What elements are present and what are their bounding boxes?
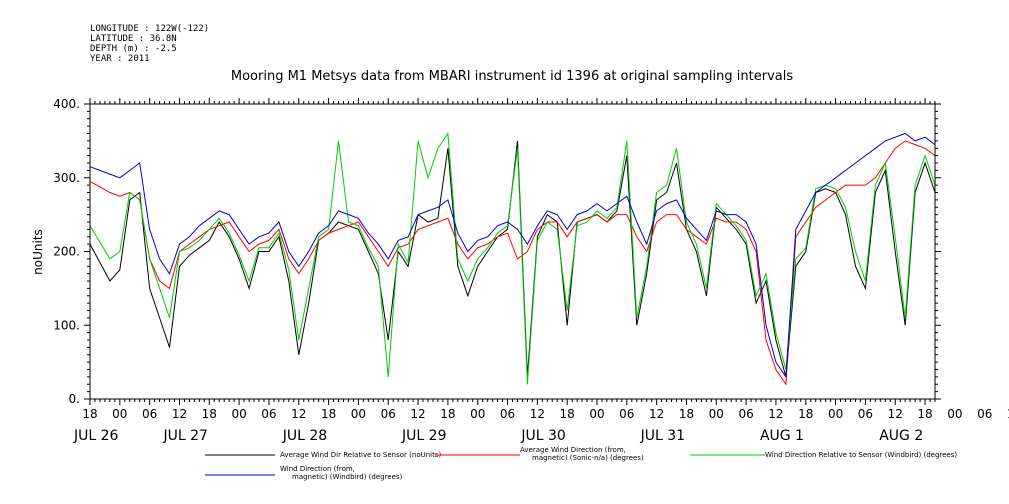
x-hour-label: 00 [112,407,127,421]
x-hour-label: 06 [619,407,634,421]
series-line-4 [89,132,936,379]
x-hour-label: 12 [649,407,664,421]
metadata-block: LONGITUDE : 122W(-122) LATITUDE : 36.8N … [90,24,209,64]
x-hour-label: 12 [172,407,187,421]
series-layer [89,132,936,386]
x-hour-label: 00 [828,407,843,421]
x-day-label: JUL 27 [162,428,207,444]
x-hour-label: 18 [798,407,813,421]
plot-frame [89,103,936,400]
series-line-2 [89,140,936,386]
y-tick-label: 400. [53,97,80,111]
x-day-label: JUL 31 [640,428,685,444]
meta-line-latitude: LATITUDE : 36.8N [90,34,177,44]
x-day-label: AUG 1 [760,428,804,444]
y-tick-label: 100. [53,318,80,332]
series-line-1 [89,140,936,378]
axes-layer: 18 00 06 12 18 00 06 12 18 00 06 12 18 00 06 12 18 00 06 12… [53,97,1009,444]
series-line-3 [89,132,936,385]
x-hour-label: 06 [500,407,515,421]
x-hour-label: 18 [82,407,97,421]
y-tick-label: 200. [53,245,80,259]
x-hour-label: 06 [738,407,753,421]
x-day-label: JUL 29 [401,428,446,444]
x-hour-label: 00 [351,407,366,421]
x-hour-label: 06 [977,407,992,421]
y-axis-label: noUnits [31,229,45,275]
x-hour-label: 12 [291,407,306,421]
legend-label-line: Wind Direction (from, [280,465,355,473]
meta-line-year: YEAR : 2011 [90,54,150,64]
y-tick-label: 300. [53,171,80,185]
x-hour-label: 18 [917,407,932,421]
legend-label-line: magnetic) (Sonic-n/a) (degrees) [532,454,644,462]
legend: Average Wind Dir Relative to Sensor (noU… [205,446,957,481]
x-hour-label: 06 [858,407,873,421]
y-tick-label: 0. [69,392,80,406]
legend-label-4: Wind Direction (from, magnetic) (Windbird… [280,465,403,481]
chart-title: Mooring M1 Metsys data from MBARI instru… [231,69,793,84]
legend-label-1: Average Wind Dir Relative to Sensor (noU… [280,451,441,459]
x-hour-label: 12 [888,407,903,421]
x-hour-label: 12 [530,407,545,421]
meta-line-depth: DEPTH (m) : -2.5 [90,44,177,54]
x-day-label: JUL 28 [282,428,327,444]
x-day-label: JUL 26 [73,428,119,444]
x-hour-label: 12 [410,407,425,421]
x-hour-label: 18 [321,407,336,421]
x-hour-label: 06 [381,407,396,421]
x-day-label: AUG 2 [879,428,923,444]
x-hour-label: 18 [202,407,217,421]
x-hour-label: 12 [768,407,783,421]
x-hour-label: 06 [142,407,157,421]
x-hour-label: 00 [709,407,724,421]
x-hour-label: 06 [261,407,276,421]
x-hour-label: 00 [470,407,485,421]
x-hour-label: 18 [560,407,575,421]
x-hour-label: 00 [947,407,962,421]
legend-label-line: Average Wind Direction (from, [520,446,626,454]
x-hour-label: 12 [1007,407,1009,421]
legend-label-line: magnetic) (Windbird) (degrees) [292,473,403,481]
x-day-label: JUL 30 [520,428,565,444]
x-hour-label: 18 [679,407,694,421]
x-hour-label: 00 [231,407,246,421]
x-hour-label: 18 [440,407,455,421]
x-hour-label: 00 [589,407,604,421]
legend-label-3: Wind Direction Relative to Sensor (Windb… [765,451,957,459]
meta-line-longitude: LONGITUDE : 122W(-122) [90,24,209,34]
legend-label-2: Average Wind Direction (from, magnetic) (… [520,446,644,462]
